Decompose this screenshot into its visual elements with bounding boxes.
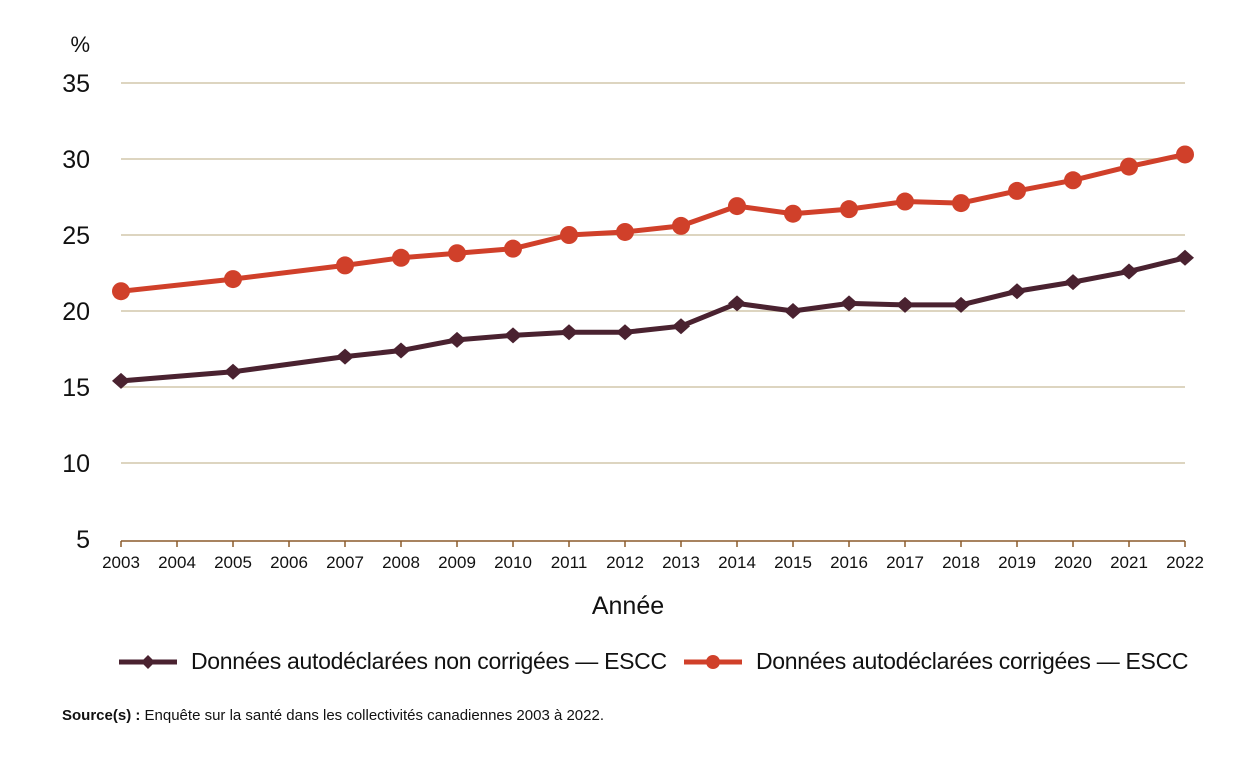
y-tick-label: 30 (62, 146, 90, 174)
data-point (224, 270, 242, 289)
series (112, 145, 1194, 389)
data-point (728, 197, 746, 216)
data-point (1064, 171, 1082, 190)
series-line (120, 255, 1186, 384)
x-tick-label: 2012 (606, 553, 644, 572)
data-point (392, 248, 410, 267)
data-point (336, 256, 354, 275)
data-point (448, 244, 466, 263)
data-point (672, 216, 690, 235)
data-point (224, 363, 242, 380)
x-tick-label: 2009 (438, 553, 476, 572)
y-tick-label: 25 (62, 222, 90, 250)
data-point (1176, 249, 1194, 266)
data-point (1008, 283, 1026, 300)
data-point (336, 348, 354, 365)
x-tick-label: 2004 (158, 553, 196, 572)
source-label: Source(s) : (62, 707, 141, 724)
data-point (896, 192, 914, 211)
x-tick-label: 2017 (886, 553, 924, 572)
data-point (448, 331, 466, 348)
x-tick-label: 2010 (494, 553, 532, 572)
x-tick-label: 2014 (718, 553, 756, 572)
gridlines (121, 82, 1185, 464)
series-uncorrected (112, 249, 1194, 389)
x-tick-label: 2011 (551, 553, 588, 572)
x-tick-label: 2021 (1110, 553, 1148, 572)
legend: Données autodéclarées non corrigées — ES… (0, 648, 1253, 684)
series-corrected (112, 145, 1194, 301)
x-axis-ticks: 2003 2004 2005 2006 2007 2008 2009 2010 2011 2012… (102, 553, 1204, 572)
series-line (120, 151, 1186, 294)
x-tick-label: 2022 (1166, 553, 1204, 572)
data-point (896, 296, 914, 313)
data-point (392, 342, 410, 359)
y-tick-label: 20 (62, 298, 90, 326)
source-text: Enquête sur la santé dans les collectivi… (140, 707, 605, 724)
data-point (840, 200, 858, 219)
diamond-marker-icon (119, 654, 177, 669)
y-tick-label: 5 (76, 526, 90, 554)
legend-label: Données autodéclarées non corrigées — ES… (191, 648, 667, 674)
data-point (784, 303, 802, 319)
data-point (504, 239, 522, 258)
data-point (1176, 145, 1194, 164)
x-tick-label: 2013 (662, 553, 700, 572)
data-point (1120, 263, 1138, 280)
legend-label: Données autodéclarées corrigées — ESCC (756, 648, 1189, 674)
data-point (1120, 157, 1138, 176)
legend-item-uncorrected: Données autodéclarées non corrigées — ES… (117, 648, 667, 675)
source-note: Source(s) : Enquête sur la santé dans le… (62, 707, 604, 724)
x-tick-label: 2003 (102, 553, 140, 572)
data-point (728, 295, 746, 312)
y-tick-label: 15 (62, 374, 90, 402)
data-point (840, 295, 858, 312)
data-point (112, 372, 130, 389)
circle-marker-icon (684, 654, 742, 669)
data-point (1064, 274, 1082, 291)
data-point (560, 324, 578, 341)
x-tick-label: 2008 (382, 553, 420, 572)
x-tick-label: 2016 (830, 553, 868, 572)
y-tick-label: 35 (62, 70, 90, 98)
data-point (672, 318, 690, 335)
y-axis-ticks: 5 10 15 20 25 30 35 (62, 70, 90, 554)
x-tick-label: 2020 (1054, 553, 1092, 572)
data-point (112, 282, 130, 301)
data-point (560, 226, 578, 244)
x-tick-label: 2019 (998, 553, 1036, 572)
data-point (504, 327, 522, 344)
x-tick-label: 2005 (214, 553, 252, 572)
data-point (1008, 181, 1026, 200)
data-point (952, 194, 970, 213)
x-tick-label: 2018 (942, 553, 980, 572)
data-point (616, 222, 634, 241)
x-tick-label: 2015 (774, 553, 812, 572)
y-axis-unit-label: % (70, 32, 90, 57)
x-axis (120, 540, 1186, 547)
data-point (784, 204, 802, 223)
x-axis-title: Année (592, 592, 664, 620)
x-tick-label: 2007 (326, 553, 364, 572)
data-point (616, 324, 634, 341)
x-tick-label: 2006 (270, 553, 308, 572)
y-tick-label: 10 (62, 450, 90, 478)
data-point (952, 296, 970, 313)
legend-item-corrected: Données autodéclarées corrigées — ESCC (682, 648, 1189, 675)
